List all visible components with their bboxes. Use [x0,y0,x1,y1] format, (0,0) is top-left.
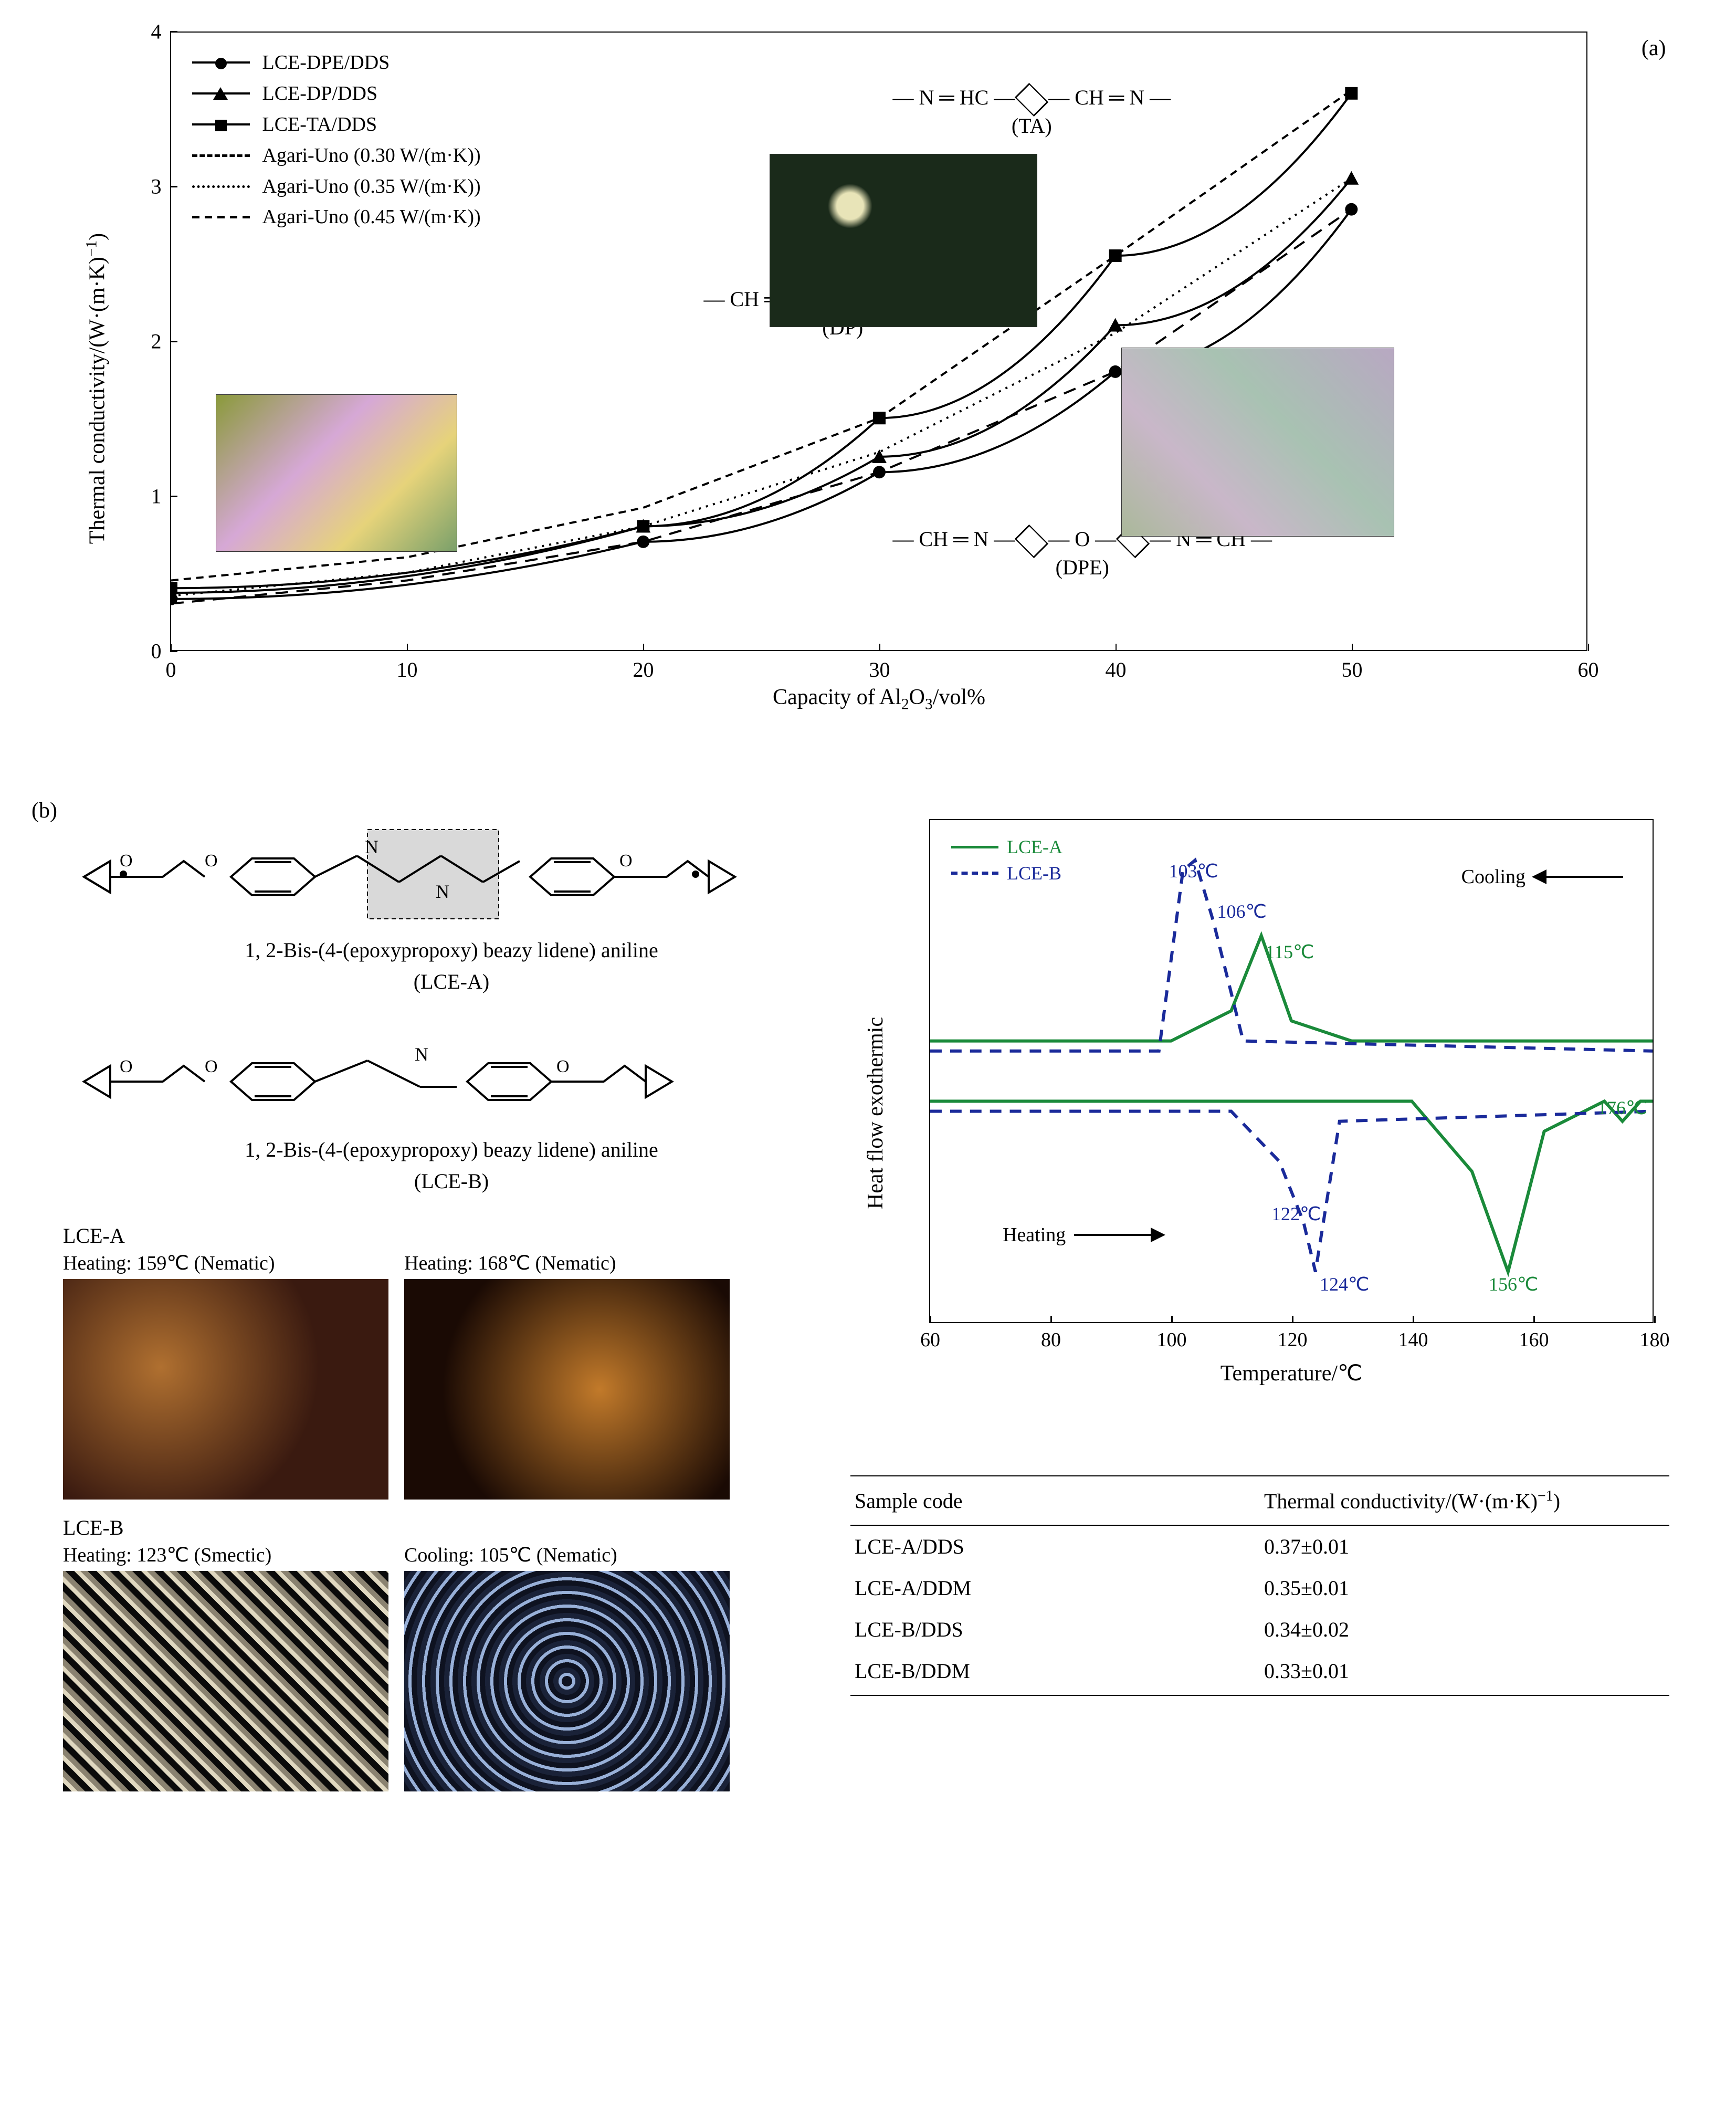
table-cell: 0.37±0.01 [1260,1525,1669,1567]
structure-a-caption-2: (LCE-A) [414,970,489,993]
chart-a-xlabel: Capacity of Al2O3/vol% [773,685,985,713]
svg-text:O: O [205,1057,218,1076]
dsc-legend-item: LCE-A [1007,836,1062,858]
table-cell: LCE-B/DDS [850,1609,1260,1650]
micrograph-2 [1121,348,1394,537]
table-row: LCE-A/DDS0.37±0.01 [850,1525,1669,1567]
structure-b-caption-1: 1, 2-Bis-(4-(epoxypropoxy) beazy lidene)… [245,1138,658,1161]
table-cell: 0.33±0.01 [1260,1650,1669,1695]
structure-lce-b: O O N O 1, 2-Bis-( [73,1024,829,1197]
svg-text:N: N [365,836,378,857]
dsc-arrow-label: Cooling [1461,865,1525,888]
svg-text:O: O [205,851,218,871]
table-cell: LCE-A/DDM [850,1567,1260,1609]
dsc-ylabel: Heat flow exothermic [863,1017,888,1209]
table-row: LCE-B/DDS0.34±0.02 [850,1609,1669,1650]
pom-image [63,1571,388,1791]
dsc-annotation: 103℃ [1169,860,1218,882]
pom-image [404,1279,730,1500]
chart-a-curves [171,32,1587,650]
dsc-legend-item: LCE-B [1007,862,1061,884]
chart-a-axes: LCE-DPE/DDSLCE-DP/DDSLCE-TA/DDSAgari-Uno… [170,32,1587,651]
pom-caption: Heating: 168℃ (Nematic) [404,1251,730,1275]
pom-b-title: LCE-B [63,1515,829,1540]
table-row: LCE-B/DDM0.33±0.01 [850,1650,1669,1695]
dsc-arrow-label: Heating [1003,1223,1066,1246]
chem-label-ta: — N ═ HC —— CH ═ N —(TA) [893,85,1171,138]
micrograph-1 [770,154,1037,327]
dsc-curves [930,820,1653,1322]
panel-b: O O N N [31,798,1711,1791]
svg-text:N: N [415,1044,428,1065]
panel-a-label: (a) [1642,36,1666,61]
pom-image [404,1571,730,1791]
dsc-annotation: 156℃ [1489,1273,1538,1295]
dsc-annotation: 122℃ [1271,1203,1321,1225]
structure-b-caption-2: (LCE-B) [414,1169,489,1193]
svg-text:O: O [120,1057,133,1076]
panel-b-right: Heat flow exothermic LCE-ALCE-B 60801001… [850,798,1701,1791]
dsc-annotation: 124℃ [1320,1273,1369,1295]
table-header: Sample code [850,1476,1260,1525]
svg-text:O: O [556,1057,570,1076]
dsc-chart: Heat flow exothermic LCE-ALCE-B 60801001… [850,803,1680,1423]
dsc-xlabel: Temperature/℃ [1221,1360,1362,1386]
pom-caption: Heating: 123℃ (Smectic) [63,1543,388,1567]
table-header: Thermal conductivity/(W·(m·K)−1) [1260,1476,1669,1525]
thermal-conductivity-table: Sample codeThermal conductivity/(W·(m·K)… [850,1475,1669,1696]
table-cell: LCE-B/DDM [850,1650,1260,1695]
pom-caption: Heating: 159℃ (Nematic) [63,1251,388,1275]
table-cell: LCE-A/DDS [850,1525,1260,1567]
pom-caption: Cooling: 105℃ (Nematic) [404,1543,730,1567]
table-row: LCE-A/DDM0.35±0.01 [850,1567,1669,1609]
structure-a-caption-1: 1, 2-Bis-(4-(epoxypropoxy) beazy lidene)… [245,938,658,962]
micrograph-0 [216,394,457,552]
dsc-annotation: 115℃ [1266,941,1314,963]
dsc-annotation: 106℃ [1217,900,1267,923]
table-cell: 0.34±0.02 [1260,1609,1669,1650]
dsc-annotation: 176℃ [1597,1097,1647,1119]
pom-lce-a: LCE-A Heating: 159℃ (Nematic) Heating: 16… [63,1223,829,1500]
pom-image [63,1279,388,1500]
panel-a: (a) Thermal conductivity/(W·(m·K)−1) LCE… [55,21,1682,756]
panel-b-left: O O N N [31,798,829,1791]
chart-a-ylabel: Thermal conductivity/(W·(m·K)−1) [83,233,110,544]
pom-a-title: LCE-A [63,1223,829,1248]
pom-lce-b: LCE-B Heating: 123℃ (Smectic) Cooling: 10… [63,1515,829,1791]
structure-lce-a: O O N N [73,814,829,998]
structure-lce-a-svg: O O N N [73,814,798,929]
svg-text:O: O [120,851,133,871]
structure-lce-b-svg: O O N O [73,1024,798,1129]
svg-text:N: N [436,881,449,902]
dsc-legend: LCE-A LCE-B [951,836,1062,888]
svg-text:O: O [619,851,633,871]
table-cell: 0.35±0.01 [1260,1567,1669,1609]
